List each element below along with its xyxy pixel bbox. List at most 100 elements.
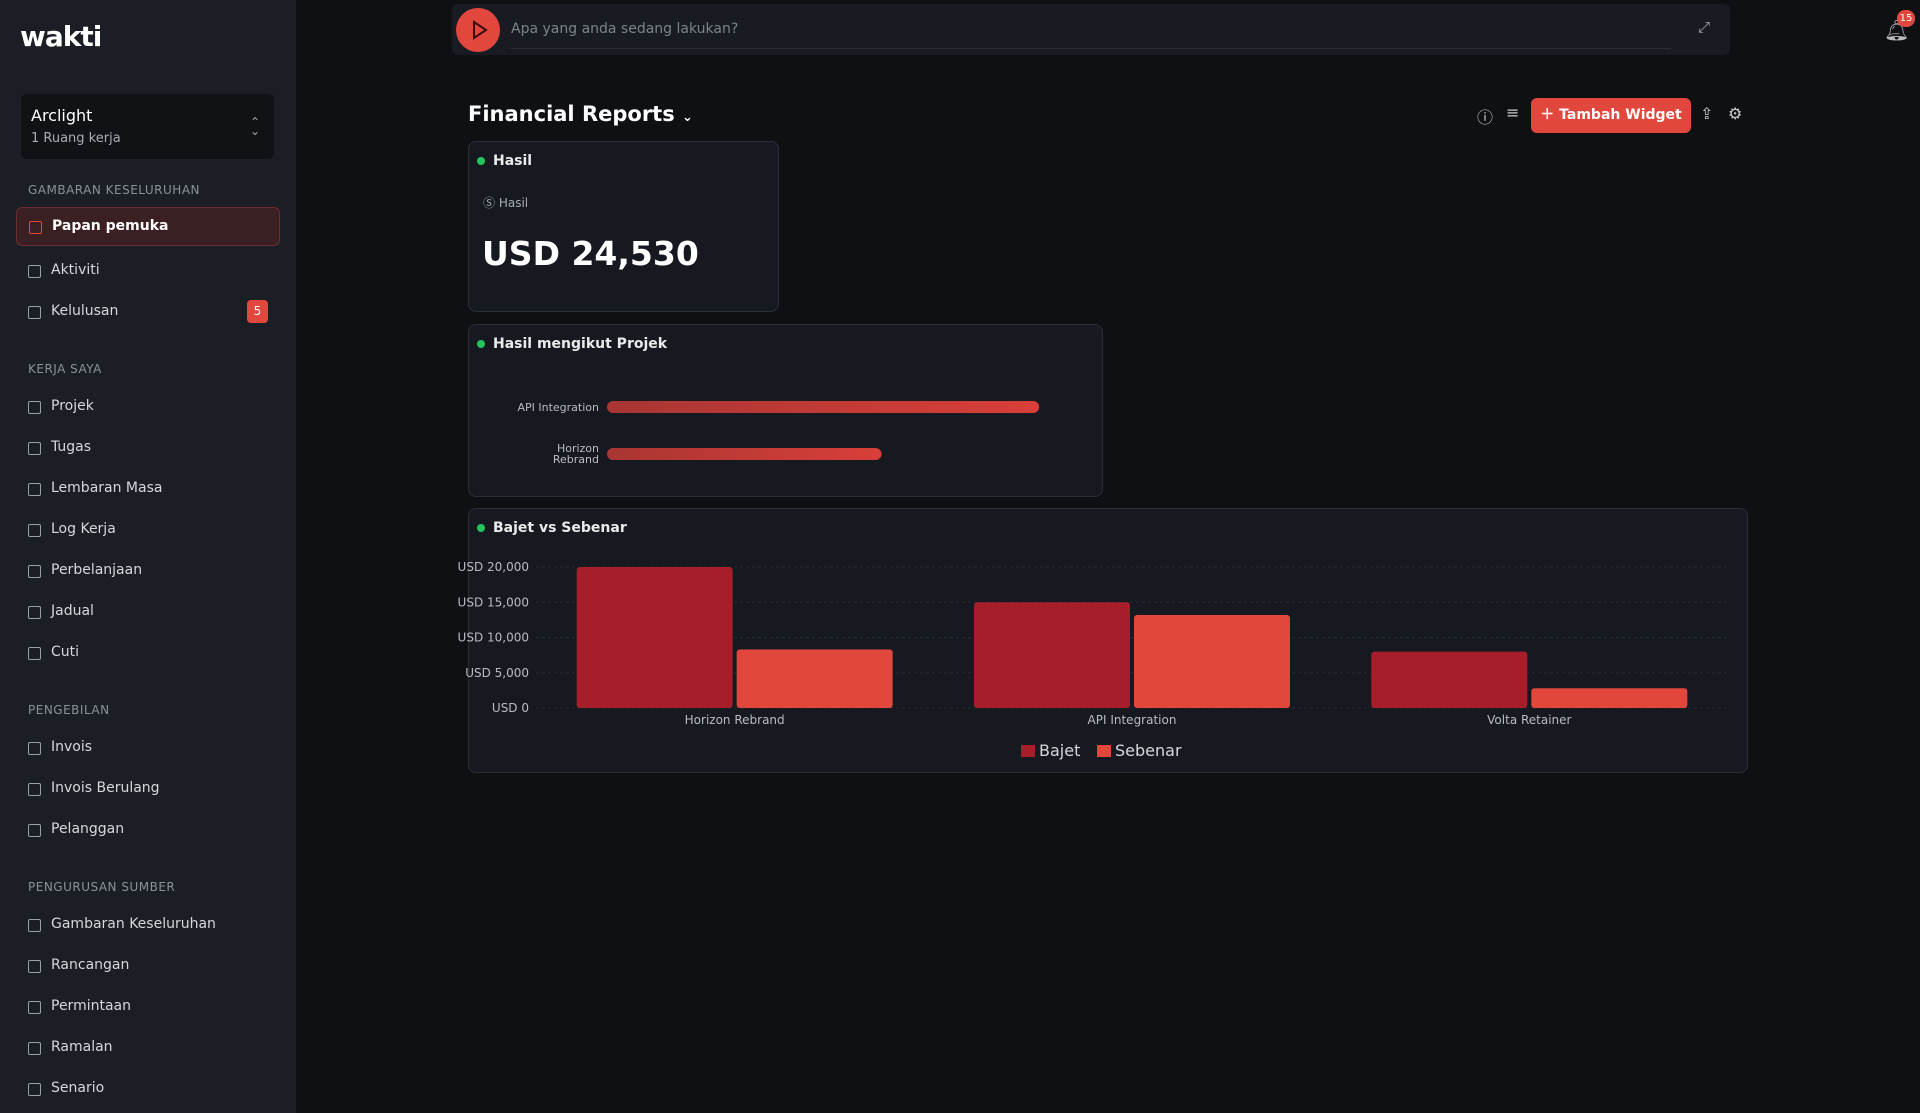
- y-tick-label: USD 15,000: [458, 595, 529, 609]
- nav-item[interactable]: Jadual: [16, 591, 280, 632]
- y-tick-label: USD 10,000: [458, 631, 529, 645]
- nav-icon: [29, 220, 42, 234]
- nav-heading: GAMBARAN KESELURUHAN: [28, 183, 201, 197]
- bar: [1134, 614, 1290, 708]
- caret: ⌄: [682, 110, 693, 125]
- nav-icon: [28, 646, 41, 660]
- nav-label: Projek: [51, 398, 94, 414]
- x-tick-label: Volta Retainer: [1487, 713, 1571, 727]
- bar: [1531, 688, 1688, 708]
- settings-icon[interactable]: ⚙: [1728, 104, 1743, 123]
- nav-item[interactable]: Rancangan: [16, 945, 280, 986]
- sidebar: wakti Arclight 1 Ruang kerja ⌃ ⌄ GAMBARAN…: [0, 0, 296, 1113]
- x-tick-label: API Integration: [1088, 713, 1177, 727]
- nav: GAMBARAN KESELURUHAN Papan pemuka Aktiviti…: [0, 170, 296, 1109]
- nav-icon: [28, 918, 41, 932]
- workspace-subtitle: 1 Ruang kerja: [31, 131, 121, 146]
- bar: [607, 448, 882, 460]
- page-title-text: Financial Reports: [468, 102, 675, 126]
- nav-item[interactable]: Perbelanjaan: [16, 550, 280, 591]
- metric-label-text: Hasil: [498, 196, 529, 210]
- add-widget-button[interactable]: ＋ Tambah Widget: [1531, 98, 1691, 133]
- nav-label: Ramalan: [51, 1039, 113, 1055]
- play-icon: [473, 20, 488, 40]
- y-tick-label: USD 0: [492, 701, 529, 715]
- nav-label: Senario: [51, 1080, 105, 1096]
- nav-item[interactable]: Lembaran Masa: [16, 468, 280, 509]
- nav-item[interactable]: Aktiviti: [16, 250, 280, 291]
- filter-icon[interactable]: ≡: [1506, 103, 1520, 122]
- nav-item[interactable]: Kelulusan 5: [16, 291, 280, 332]
- expand-icon[interactable]: ⤢: [1697, 18, 1710, 36]
- nav-label: Aktiviti: [51, 262, 100, 278]
- metric-value: USD 24,530: [482, 234, 699, 273]
- nav-icon: [28, 1000, 41, 1014]
- nav-item[interactable]: Invois: [16, 727, 280, 768]
- bar: [576, 567, 733, 708]
- widget-title-text: Hasil: [493, 153, 533, 169]
- nav-icon: [28, 1082, 41, 1096]
- nav-heading: KERJA SAYA: [28, 362, 102, 376]
- nav-item[interactable]: Cuti: [16, 632, 280, 673]
- nav-item[interactable]: Pelanggan: [16, 809, 280, 850]
- y-tick-label: API Integration: [517, 400, 599, 414]
- nav-icon: [28, 959, 41, 973]
- play-button[interactable]: [456, 8, 500, 52]
- nav-label: Cuti: [51, 644, 80, 660]
- legend-swatch: [1097, 745, 1111, 757]
- status-dot: [477, 157, 485, 165]
- nav-item[interactable]: Log Kerja: [16, 509, 280, 550]
- status-dot: [477, 340, 485, 348]
- nav-item[interactable]: Invois Berulang: [16, 768, 280, 809]
- nav-item[interactable]: Tugas: [16, 427, 280, 468]
- legend-swatch: [1021, 745, 1035, 757]
- nav-label: Tugas: [51, 439, 92, 455]
- search-bar[interactable]: Apa yang anda sedang lakukan? ⤢: [452, 4, 1730, 55]
- nav-heading: PENGURUSAN SUMBER: [28, 880, 176, 894]
- bar: [974, 602, 1130, 708]
- nav-icon: [28, 605, 41, 619]
- nav-label: Pelanggan: [51, 821, 125, 837]
- bar: [736, 649, 893, 708]
- chart-title: Bajet vs Sebenar: [493, 520, 627, 536]
- nav-label: Permintaan: [51, 998, 131, 1014]
- export-icon[interactable]: ⇪: [1700, 104, 1714, 123]
- nav-icon: [28, 305, 41, 319]
- nav-item[interactable]: Senario: [16, 1068, 280, 1109]
- nav-item[interactable]: Papan pemuka: [16, 207, 280, 246]
- x-tick-label: Horizon Rebrand: [685, 713, 785, 727]
- search-placeholder: Apa yang anda sedang lakukan?: [511, 21, 739, 37]
- y-tick-label: Horizon Rebrand: [552, 442, 599, 466]
- nav-icon: [28, 1041, 41, 1055]
- help-icon[interactable]: ⓘ: [1477, 108, 1494, 127]
- nav-label: Rancangan: [51, 957, 130, 973]
- nav-icon: [28, 823, 41, 837]
- nav-label: Papan pemuka: [52, 218, 169, 234]
- nav-label: Perbelanjaan: [51, 562, 143, 578]
- widget-card: Hasil Ⓢ Hasil USD 24,530: [468, 141, 779, 312]
- nav-label: Invois Berulang: [51, 780, 160, 796]
- workspace-switcher[interactable]: Arclight 1 Ruang kerja ⌃ ⌄: [21, 94, 274, 159]
- nav-badge: 5: [247, 300, 268, 323]
- nav-icon: [28, 264, 41, 278]
- nav-item[interactable]: Projek: [16, 386, 280, 427]
- nav-heading: PENGEBILAN: [28, 703, 110, 717]
- widget-title: Bajet vs Sebenar: [477, 520, 627, 536]
- nav-icon: [28, 482, 41, 496]
- nav-item[interactable]: Ramalan: [16, 1027, 280, 1068]
- y-tick-label: USD 5,000: [465, 666, 529, 680]
- page-title[interactable]: Financial Reports ⌄: [468, 102, 693, 126]
- nav-label: Log Kerja: [51, 521, 116, 537]
- nav-item[interactable]: Permintaan: [16, 986, 280, 1027]
- add-widget-label: Tambah Widget: [1559, 107, 1682, 123]
- logo[interactable]: wakti: [20, 20, 102, 53]
- widget-title: Hasil mengikut Projek: [477, 336, 667, 352]
- nav-icon: [28, 782, 41, 796]
- nav-label: Invois: [51, 739, 93, 755]
- nav-icon: [28, 564, 41, 578]
- nav-icon: [28, 741, 41, 755]
- chart-title: Hasil mengikut Projek: [493, 336, 668, 352]
- nav-item[interactable]: Gambaran Keseluruhan: [16, 904, 280, 945]
